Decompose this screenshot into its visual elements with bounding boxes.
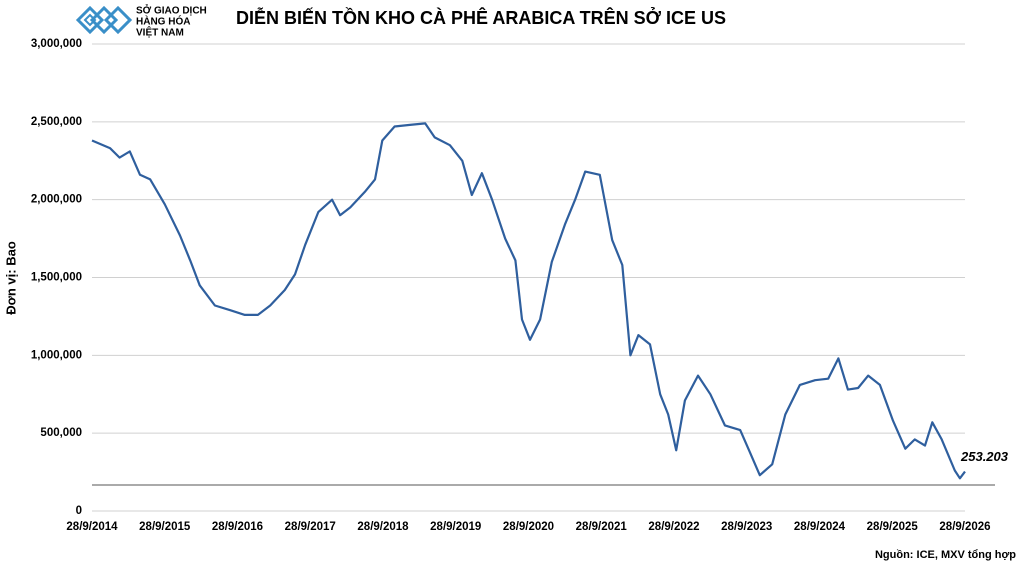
x-tick-label: 28/9/2022 — [648, 521, 699, 533]
logo-text: VIỆT NAM — [136, 26, 184, 39]
x-tick-label: 28/9/2015 — [139, 521, 191, 533]
x-tick-label: 28/9/2014 — [66, 521, 118, 533]
y-tick-label: 2,000,000 — [31, 194, 82, 206]
x-tick-label: 28/9/2026 — [939, 521, 990, 533]
x-tick-label: 28/9/2021 — [576, 521, 628, 533]
y-tick-label: 1,000,000 — [31, 349, 82, 361]
chart-title: DIỄN BIẾN TỒN KHO CÀ PHÊ ARABICA TRÊN SỞ… — [236, 7, 726, 28]
source: Nguồn: ICE, MXV tổng hợp — [875, 549, 1016, 561]
y-axis-label: Đơn vị: Bao — [3, 241, 18, 315]
logo-icon — [75, 5, 133, 35]
x-tick-label: 28/9/2025 — [867, 521, 919, 533]
line — [91, 122, 966, 480]
x-tick-label: 28/9/2023 — [721, 521, 772, 533]
y-tick-label: 3,000,000 — [31, 38, 82, 50]
y-tick-label: 1,500,000 — [31, 272, 82, 284]
x-tick-label: 28/9/2017 — [285, 521, 336, 533]
x-tick-label: 28/9/2019 — [430, 521, 481, 533]
y-tick-label: 2,500,000 — [31, 116, 82, 128]
logo-text: SỞ GIAO DỊCH — [136, 4, 207, 17]
x-tick-label: 28/9/2016 — [212, 521, 263, 533]
x-tick-label: 28/9/2018 — [357, 521, 409, 533]
y-tick-label: 500,000 — [40, 427, 82, 439]
x-tick-label: 28/9/2020 — [503, 521, 554, 533]
logo-text: HÀNG HÓA — [136, 15, 190, 28]
y-tick-label: 0 — [76, 505, 82, 517]
data-label: 253.203 — [960, 449, 1009, 464]
x-tick-label: 28/9/2024 — [794, 521, 846, 533]
